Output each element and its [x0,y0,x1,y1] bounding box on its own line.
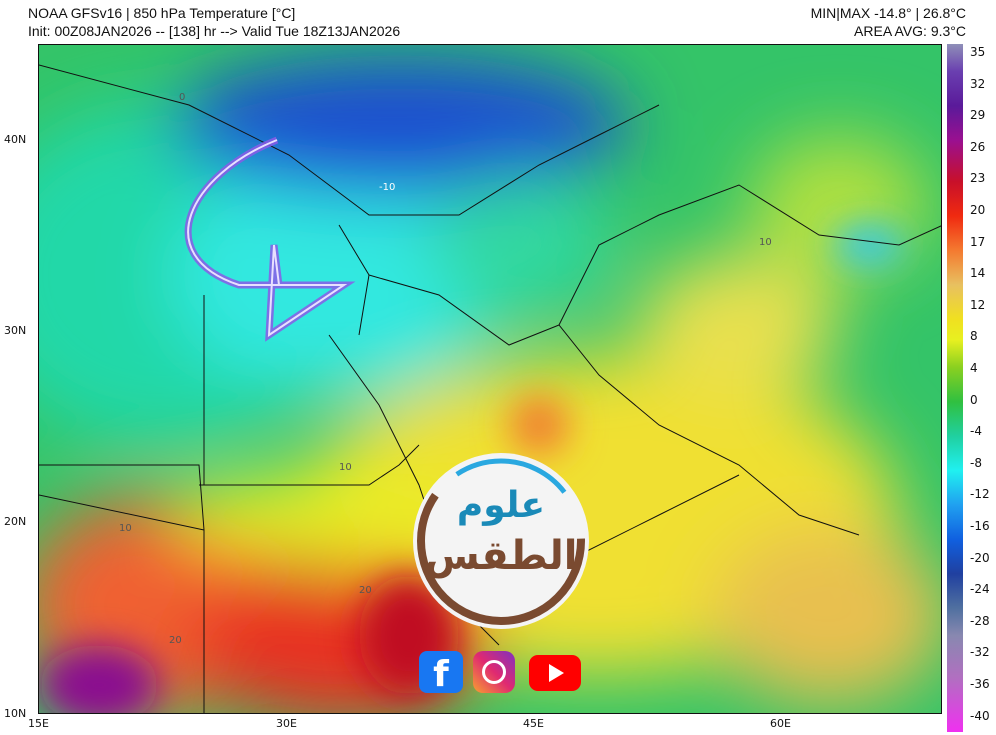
colorbar-label: 32 [970,76,986,91]
colorbar-label: 29 [970,108,986,123]
colorbar-label: -16 [970,519,990,533]
colorbar-label: 14 [970,266,986,281]
colorbar-label: 0 [970,392,978,407]
lat-label: 20N [4,515,27,528]
contour-label: 10 [759,237,772,248]
contour-label: 10 [119,523,132,534]
colorbar-label: -36 [970,677,990,691]
lat-label: 40N [4,133,27,146]
colorbar-label: 17 [970,234,986,249]
lon-label: 15E [28,717,49,730]
lon-label: 60E [770,717,791,730]
colorbar-label: -32 [970,645,990,660]
map-title: NOAA GFSv16 | 850 hPa Temperature [°C] [28,5,296,21]
colorbar-label: 26 [970,139,986,154]
colorbar-label: 23 [970,171,986,186]
lat-label: 30N [4,324,27,337]
header-right: MIN|MAX -14.8° | 26.8°C AREA AVG: 9.3°C [811,4,966,40]
logo-circle [413,453,589,629]
contour-label: 10 [339,462,352,473]
contour-label: 0 [179,92,185,103]
colorbar-label: -24 [970,582,990,597]
logo-text-1: علوم [456,485,546,526]
facebook-icon[interactable]: f [419,651,463,695]
colorbar-label: -20 [970,550,990,565]
contour-label: 20 [359,585,372,596]
instagram-icon[interactable] [473,651,515,693]
contour-label: -10 [379,182,395,193]
colorbar-label: 35 [970,45,986,59]
colorbar-label: 12 [970,297,986,312]
header-left: NOAA GFSv16 | 850 hPa Temperature [°C] I… [28,4,400,40]
lat-label: 10N [4,707,27,720]
colorbar-label: -28 [970,613,990,628]
colorbar [947,44,963,732]
colorbar-label: 4 [970,361,978,375]
colorbar-label: -4 [970,424,982,439]
lon-label: 45E [523,717,544,730]
min-max: MIN|MAX -14.8° | 26.8°C [810,5,966,21]
logo-text-2: الطقس [424,533,578,579]
colorbar-label: -8 [970,455,982,470]
colorbar-label: -12 [970,487,990,502]
youtube-icon[interactable] [529,655,581,691]
arrow-icon [184,136,356,342]
area-avg: AREA AVG: 9.3°C [854,23,966,39]
colorbar-label: 8 [970,329,978,344]
colorbar-label: 20 [970,203,986,217]
contour-label: 20 [169,635,182,646]
lon-label: 30E [276,717,297,730]
colorbar-label: -40 [970,708,990,723]
temperature-map: 0 -10 10 20 20 10 10 علوم الطقس f [38,44,942,714]
init-time: Init: 00Z08JAN2026 -- [138] hr --> Valid… [28,23,401,39]
